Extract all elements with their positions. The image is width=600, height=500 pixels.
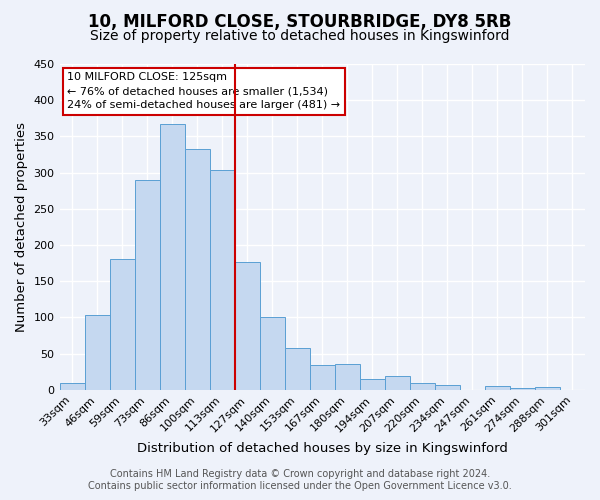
Text: Size of property relative to detached houses in Kingswinford: Size of property relative to detached ho… [90,29,510,43]
Bar [310,365,335,390]
Bar [285,348,310,390]
Bar [235,262,260,390]
Bar [435,386,460,390]
Bar [209,170,235,390]
Bar [335,364,360,390]
Text: 10, MILFORD CLOSE, STOURBRIDGE, DY8 5RB: 10, MILFORD CLOSE, STOURBRIDGE, DY8 5RB [88,12,512,30]
Text: 10 MILFORD CLOSE: 125sqm
← 76% of detached houses are smaller (1,534)
24% of sem: 10 MILFORD CLOSE: 125sqm ← 76% of detach… [67,72,341,110]
Bar [410,382,435,390]
Bar [160,124,185,390]
Bar [260,318,285,390]
Y-axis label: Number of detached properties: Number of detached properties [15,122,28,332]
Bar [510,388,535,390]
Bar [385,376,410,390]
Bar [535,387,560,390]
Bar [360,379,385,390]
Text: Contains HM Land Registry data © Crown copyright and database right 2024.
Contai: Contains HM Land Registry data © Crown c… [88,470,512,491]
X-axis label: Distribution of detached houses by size in Kingswinford: Distribution of detached houses by size … [137,442,508,455]
Bar [185,148,209,390]
Bar [59,384,85,390]
Bar [134,180,160,390]
Bar [485,386,510,390]
Bar [110,260,134,390]
Bar [85,315,110,390]
